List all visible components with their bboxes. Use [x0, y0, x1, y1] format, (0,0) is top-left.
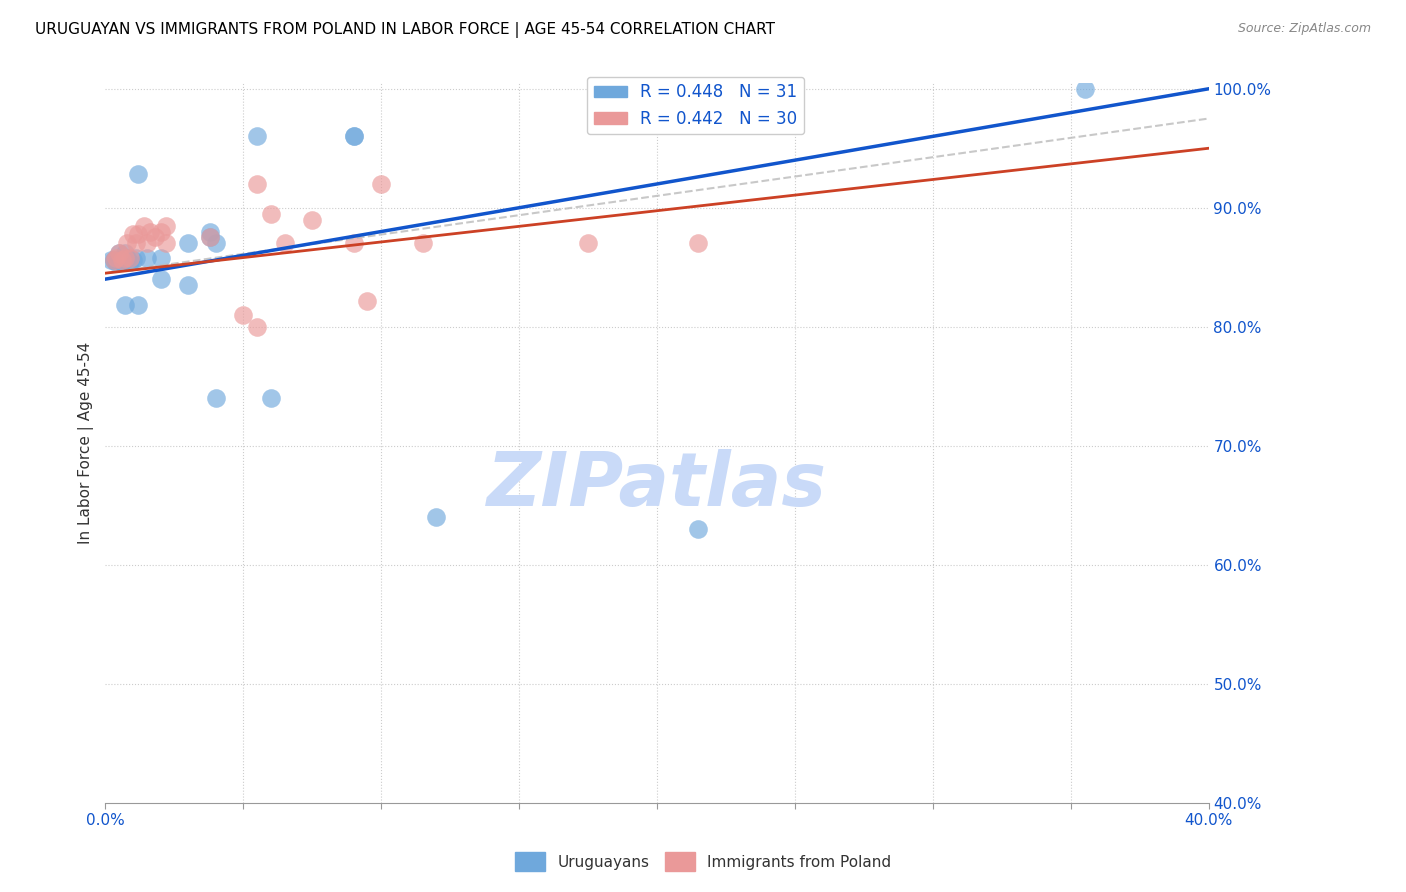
Point — [343, 129, 366, 144]
Point — [198, 230, 221, 244]
Point — [246, 129, 269, 144]
Point — [114, 251, 136, 265]
Point — [246, 319, 269, 334]
Point — [1073, 82, 1095, 96]
Point — [198, 225, 221, 239]
Legend: R = 0.448   N = 31, R = 0.442   N = 30: R = 0.448 N = 31, R = 0.442 N = 30 — [588, 77, 804, 135]
Point — [111, 253, 134, 268]
Point — [122, 253, 145, 268]
Point — [273, 236, 295, 251]
Point — [120, 251, 142, 265]
Point — [688, 522, 710, 536]
Point — [127, 298, 149, 312]
Point — [135, 236, 157, 251]
Point — [204, 391, 226, 405]
Point — [343, 236, 366, 251]
Point — [177, 278, 200, 293]
Point — [105, 255, 128, 269]
Text: ZIPatlas: ZIPatlas — [486, 450, 827, 523]
Point — [356, 293, 378, 308]
Point — [108, 246, 131, 260]
Text: Source: ZipAtlas.com: Source: ZipAtlas.com — [1237, 22, 1371, 36]
Point — [103, 253, 125, 268]
Point — [100, 253, 122, 268]
Y-axis label: In Labor Force | Age 45-54: In Labor Force | Age 45-54 — [79, 342, 94, 544]
Point — [143, 230, 166, 244]
Point — [114, 246, 136, 260]
Point — [105, 251, 128, 265]
Point — [117, 251, 139, 265]
Point — [246, 177, 269, 191]
Point — [114, 253, 136, 268]
Point — [198, 230, 221, 244]
Point — [425, 510, 447, 524]
Point — [135, 251, 157, 265]
Point — [122, 227, 145, 241]
Point — [370, 177, 392, 191]
Point — [155, 219, 177, 233]
Point — [576, 236, 599, 251]
Point — [204, 236, 226, 251]
Point — [120, 255, 142, 269]
Point — [149, 272, 172, 286]
Point — [343, 129, 366, 144]
Legend: Uruguayans, Immigrants from Poland: Uruguayans, Immigrants from Poland — [509, 847, 897, 877]
Point — [117, 236, 139, 251]
Point — [232, 308, 254, 322]
Point — [260, 207, 283, 221]
Point — [412, 236, 434, 251]
Text: URUGUAYAN VS IMMIGRANTS FROM POLAND IN LABOR FORCE | AGE 45-54 CORRELATION CHART: URUGUAYAN VS IMMIGRANTS FROM POLAND IN L… — [35, 22, 775, 38]
Point — [155, 236, 177, 251]
Point — [177, 236, 200, 251]
Point — [127, 168, 149, 182]
Point — [111, 255, 134, 269]
Point — [114, 298, 136, 312]
Point — [125, 236, 148, 251]
Point — [125, 251, 148, 265]
Point — [127, 227, 149, 241]
Point — [132, 219, 155, 233]
Point — [149, 251, 172, 265]
Point — [688, 236, 710, 251]
Point — [108, 246, 131, 260]
Point — [260, 391, 283, 405]
Point — [103, 253, 125, 268]
Point — [138, 225, 160, 239]
Point — [108, 253, 131, 268]
Point — [301, 212, 323, 227]
Point — [149, 225, 172, 239]
